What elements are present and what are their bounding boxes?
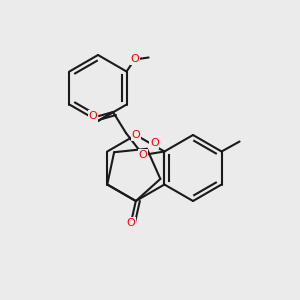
Text: O: O: [150, 139, 159, 148]
Text: O: O: [131, 130, 140, 140]
Text: O: O: [127, 218, 135, 228]
Text: O: O: [139, 150, 147, 160]
Text: O: O: [130, 55, 139, 64]
Text: O: O: [88, 111, 98, 121]
